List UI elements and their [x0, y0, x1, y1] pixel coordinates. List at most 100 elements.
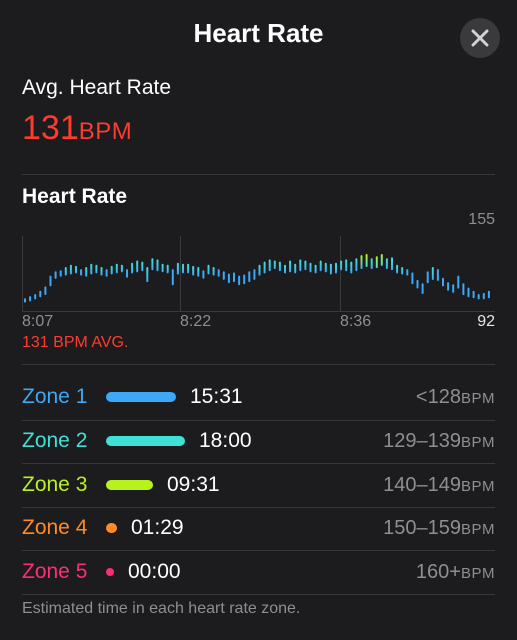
chart-bar: [263, 261, 266, 274]
zone-range-unit: BPM: [460, 565, 495, 582]
chart-bar: [370, 258, 373, 270]
divider: [22, 420, 495, 421]
zone-row-4: Zone 4 01:29 150–159BPM: [22, 507, 495, 551]
zone-name: Zone 2: [22, 429, 88, 452]
zone-bar: [106, 480, 153, 490]
chart-bar: [380, 254, 383, 266]
chart-bar: [222, 271, 225, 280]
zone-range-value: <128: [415, 386, 461, 408]
zone-time: 00:00: [128, 560, 181, 583]
avg-heart-rate-unit: BPM: [78, 118, 133, 145]
chart-bar: [442, 277, 444, 287]
chart-min-label: 92: [477, 313, 495, 330]
chart-bar: [278, 261, 281, 272]
avg-heart-rate-number: 131: [22, 109, 79, 147]
chart-bar: [24, 298, 26, 303]
chart-bar: [207, 264, 210, 275]
chart-bar: [54, 271, 57, 279]
chart-bar: [39, 290, 42, 298]
chart-bar: [314, 264, 317, 274]
zone-range-unit: BPM: [460, 434, 495, 451]
chart-grid: [22, 236, 495, 312]
zone-range: 150–159BPM: [383, 517, 495, 540]
chart-bars: [24, 254, 490, 303]
zone-range-unit: BPM: [460, 521, 495, 538]
zone-bar: [106, 436, 185, 446]
divider: [22, 463, 495, 464]
chart-bar: [120, 264, 123, 273]
zone-range-value: 160+: [415, 561, 461, 583]
chart-bar: [452, 284, 455, 293]
chart-max-label: 155: [468, 211, 495, 228]
chart-bar: [217, 269, 220, 277]
chart-bar: [136, 260, 139, 273]
chart-bar: [299, 259, 302, 272]
chart-bar: [273, 260, 276, 270]
zone-range: 160+BPM: [416, 561, 495, 584]
chart-bar: [294, 263, 297, 274]
divider: [22, 174, 495, 175]
avg-heart-rate-value: 131BPM: [22, 108, 132, 152]
chart-bar: [477, 294, 480, 300]
chart-bar: [182, 263, 184, 274]
chart-bar: [146, 267, 149, 283]
zone-time: 18:00: [199, 429, 252, 452]
chart-bar: [457, 275, 460, 289]
chart-bar: [49, 275, 52, 287]
chart-bar: [156, 259, 159, 272]
chart-bar: [447, 282, 450, 291]
chart-bar: [401, 267, 404, 275]
chart-bar: [176, 262, 179, 275]
chart-bar: [421, 283, 424, 294]
zone-time: 01:29: [131, 516, 184, 539]
zone-time: 09:31: [167, 473, 220, 496]
chart-bar: [462, 283, 465, 296]
chart-bar: [324, 262, 327, 273]
chart-bar: [171, 269, 174, 286]
chart-bar: [426, 271, 429, 284]
chart-bar: [115, 263, 118, 274]
chart-bar: [284, 264, 286, 274]
zone-range-unit: BPM: [460, 390, 495, 407]
zone-bar: [106, 568, 114, 576]
close-button[interactable]: [460, 18, 500, 58]
chart-bar: [29, 296, 32, 302]
chart-bar: [131, 262, 134, 274]
zone-row-1: Zone 1 15:31 <128BPM: [22, 376, 495, 420]
chart-bar: [192, 265, 195, 276]
zone-range: <128BPM: [416, 386, 495, 409]
chart-bar: [64, 267, 67, 276]
chart-bar: [406, 269, 409, 276]
chart-bar: [243, 274, 246, 285]
zone-range: 140–149BPM: [383, 474, 495, 497]
footer-note: Estimated time in each heart rate zone.: [22, 600, 301, 617]
chart-bar: [248, 271, 251, 283]
chart-bar: [100, 267, 103, 276]
chart-bar: [416, 279, 419, 289]
chart-bar: [391, 257, 393, 271]
chart-bar: [329, 263, 332, 275]
chart-bar: [202, 270, 205, 279]
chart-bar: [233, 272, 235, 283]
zone-range-unit: BPM: [460, 478, 495, 495]
chart-time-label-2: 8:22: [180, 313, 212, 330]
chart-bar: [472, 290, 475, 299]
chart-bar: [360, 255, 363, 270]
chart-avg-note: 131 BPM AVG.: [22, 334, 129, 351]
chart-bar: [365, 254, 368, 267]
chart-bar: [467, 287, 470, 298]
chart-bar: [141, 261, 144, 272]
chart-bar: [227, 273, 230, 284]
chart-bar: [34, 294, 37, 300]
heart-rate-chart: [22, 236, 495, 312]
chart-bar: [431, 267, 434, 280]
chart-bar: [166, 264, 169, 274]
zone-bar: [106, 523, 117, 533]
divider: [22, 507, 495, 508]
chart-bar: [187, 263, 190, 274]
chart-bar: [436, 269, 439, 281]
chart-bar: [90, 263, 93, 275]
chart-bar: [80, 269, 83, 276]
zone-time: 15:31: [190, 385, 243, 408]
zone-range-value: 140–149: [383, 474, 461, 496]
